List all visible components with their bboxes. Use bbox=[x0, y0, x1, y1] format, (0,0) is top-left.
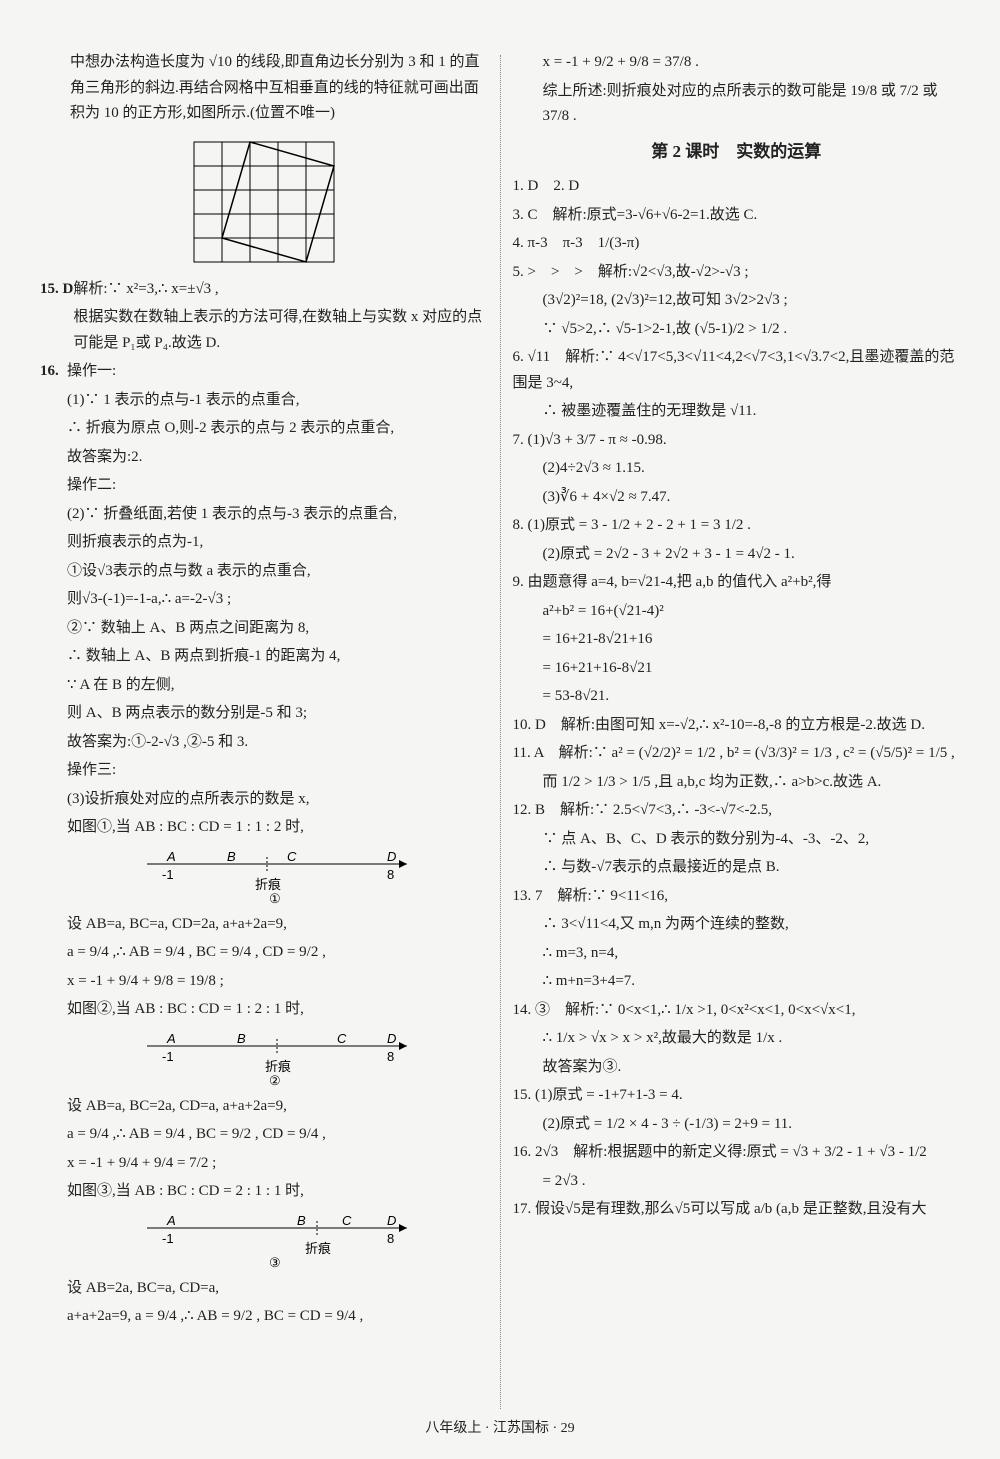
svg-text:B: B bbox=[227, 849, 236, 864]
svg-text:折痕: 折痕 bbox=[305, 1241, 331, 1256]
q15: 15. D 解析:∵ x²=3,∴ x=±√3 , 根据实数在数轴上表示的方法可… bbox=[40, 277, 488, 360]
q10: 10. D 解析:由图可知 x=-√2,∴ x²-10=-8,-8 的立方根是-… bbox=[513, 713, 961, 739]
q3: 3. C 解析:原式=3-√6+√6-2=1.故选 C. bbox=[513, 203, 961, 229]
q16r: 16. 2√3 解析:根据题中的新定义得:原式 = √3 + 3/2 - 1 +… bbox=[513, 1140, 961, 1166]
svg-text:D: D bbox=[387, 1213, 396, 1228]
svg-text:8: 8 bbox=[387, 1231, 394, 1246]
q11: 11. A 解析:∵ a² = (√2/2)² = 1/2 , b² = (√3… bbox=[513, 741, 961, 767]
svg-text:C: C bbox=[342, 1213, 352, 1228]
numberline-3: A -1 B C D 8 折痕 ③ bbox=[137, 1213, 417, 1268]
grid-figure bbox=[189, 137, 339, 267]
page-footer: 八年级上 · 江苏国标 · 29 bbox=[0, 1417, 1000, 1441]
numberline-2: A -1 B C D 8 折痕 ② bbox=[137, 1031, 417, 1086]
svg-text:C: C bbox=[287, 849, 297, 864]
q16: 16. 操作一: (1)∵ 1 表示的点与-1 表示的点重合, ∴ 折痕为原点 … bbox=[40, 359, 488, 1333]
q14: 14. ③ 解析:∵ 0<x<1,∴ 1/x >1, 0<x²<x<1, 0<x… bbox=[513, 998, 961, 1024]
right-column: x = -1 + 9/2 + 9/8 = 37/8 . 综上所述:则折痕处对应的… bbox=[513, 50, 961, 1333]
svg-text:8: 8 bbox=[387, 1049, 394, 1064]
q5: 5. > > > 解析:√2<√3,故-√2>-√3 ; bbox=[513, 260, 961, 286]
q4: 4. π-3 π-3 1/(3-π) bbox=[513, 231, 961, 257]
svg-text:8: 8 bbox=[387, 867, 394, 882]
q13: 13. 7 解析:∵ 9<11<16, bbox=[513, 884, 961, 910]
q6: 6. √11 解析:∵ 4<√17<5,3<√11<4,2<√7<3,1<√3.… bbox=[513, 345, 961, 396]
numberline-1: A -1 B C D 8 折痕 ① bbox=[137, 849, 417, 904]
q17: 17. 假设√5是有理数,那么√5可以写成 a/b (a,b 是正整数,且没有大 bbox=[513, 1197, 961, 1223]
svg-text:③: ③ bbox=[269, 1255, 281, 1268]
svg-text:B: B bbox=[237, 1031, 246, 1046]
q9: 9. 由题意得 a=4, b=√21-4,把 a,b 的值代入 a²+b²,得 bbox=[513, 570, 961, 596]
svg-text:C: C bbox=[337, 1031, 347, 1046]
svg-text:-1: -1 bbox=[162, 867, 174, 882]
section-heading: 第 2 课时 实数的运算 bbox=[513, 138, 961, 167]
q15r: 15. (1)原式 = -1+7+1-3 = 4. bbox=[513, 1083, 961, 1109]
svg-text:-1: -1 bbox=[162, 1231, 174, 1246]
svg-text:-1: -1 bbox=[162, 1049, 174, 1064]
svg-text:①: ① bbox=[269, 891, 281, 904]
q12: 12. B 解析:∵ 2.5<√7<3,∴ -3<-√7<-2.5, bbox=[513, 798, 961, 824]
svg-text:B: B bbox=[297, 1213, 306, 1228]
svg-text:A: A bbox=[166, 1031, 176, 1046]
q8: 8. (1)原式 = 3 - 1/2 + 2 - 2 + 1 = 3 1/2 . bbox=[513, 513, 961, 539]
svg-text:折痕: 折痕 bbox=[265, 1059, 291, 1074]
svg-text:D: D bbox=[387, 1031, 396, 1046]
intro: 中想办法构造长度为 √10 的线段,即直角边长分别为 3 和 1 的直角三角形的… bbox=[40, 50, 488, 127]
svg-text:折痕: 折痕 bbox=[255, 877, 281, 892]
svg-text:D: D bbox=[387, 849, 396, 864]
left-column: 中想办法构造长度为 √10 的线段,即直角边长分别为 3 和 1 的直角三角形的… bbox=[40, 50, 488, 1333]
q7: 7. (1)√3 + 3/7 - π ≈ -0.98. bbox=[513, 428, 961, 454]
q1: 1. D 2. D bbox=[513, 174, 961, 200]
svg-text:A: A bbox=[166, 1213, 176, 1228]
svg-text:②: ② bbox=[269, 1073, 281, 1086]
svg-text:A: A bbox=[166, 849, 176, 864]
